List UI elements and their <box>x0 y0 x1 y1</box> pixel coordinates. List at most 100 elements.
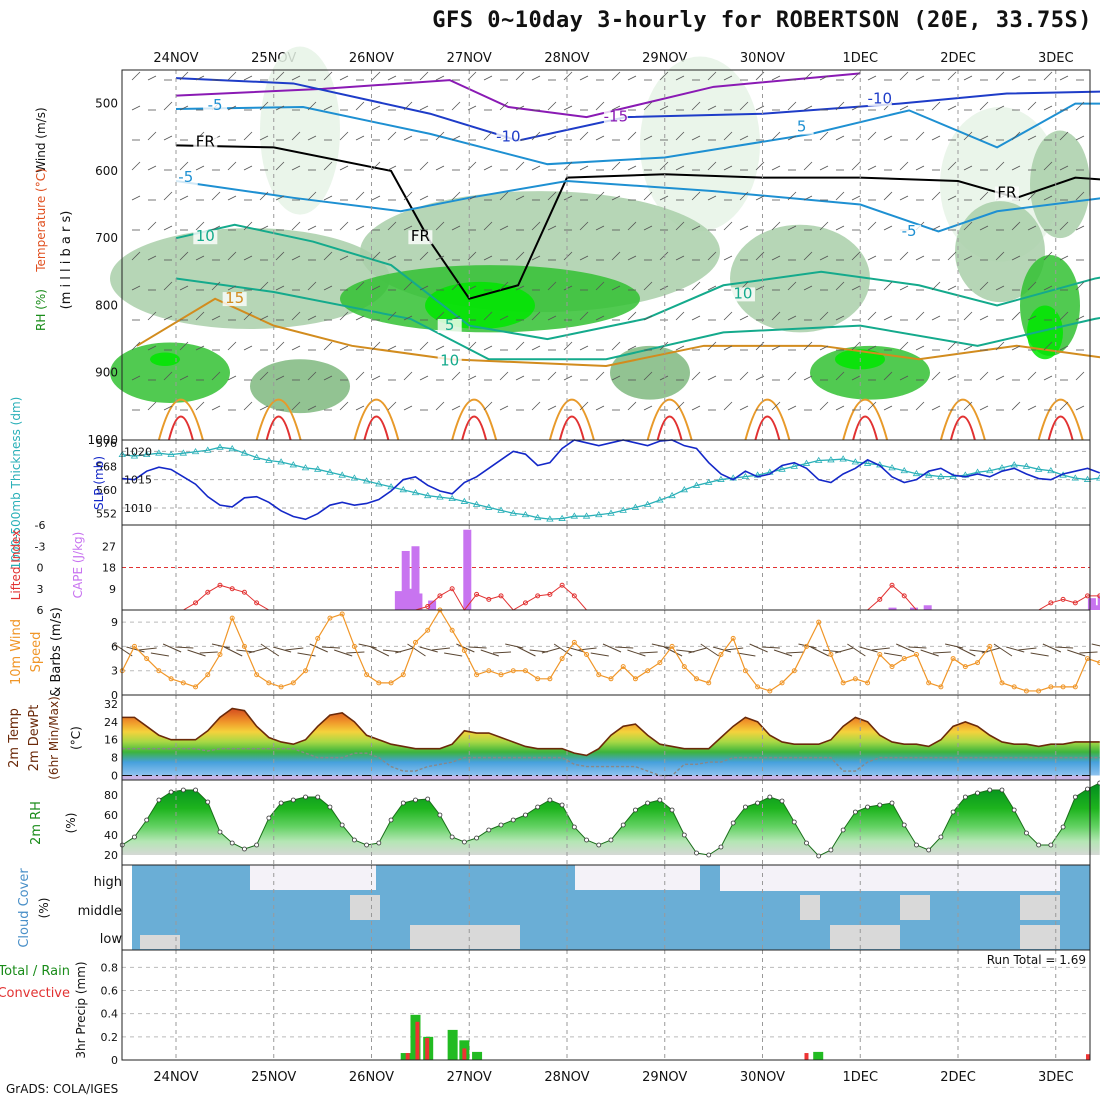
wind-barb <box>1075 191 1085 201</box>
thickness-marker <box>191 447 200 455</box>
wind-barb <box>803 105 813 111</box>
wind-barb <box>307 191 317 201</box>
bottom-date-axis: 24NOV 25NOV 26NOV 27NOV 28NOV 29NOV 30NOV 1DEC 2… <box>153 1070 1073 1085</box>
wind-barb <box>131 71 141 81</box>
wind-barb <box>517 646 536 657</box>
wind-barb <box>883 315 893 321</box>
wind-barb <box>773 649 793 657</box>
rh-marker <box>694 850 699 856</box>
cape-bar <box>1092 605 1100 610</box>
wind-barb <box>435 221 445 231</box>
thickness-marker <box>142 450 151 458</box>
thickness-marker <box>656 496 664 503</box>
wind-barb <box>547 135 557 141</box>
wind-barb <box>707 375 717 381</box>
thickness-marker <box>509 509 517 516</box>
rh-marker <box>608 837 614 843</box>
wind-barb <box>272 646 292 653</box>
thickness-marker <box>167 450 175 458</box>
wind-barb <box>611 105 621 111</box>
wind-barb <box>499 405 509 411</box>
wind-barb <box>547 191 557 201</box>
wind-barb <box>467 251 477 261</box>
clear-sky-region <box>800 895 820 920</box>
rh-marker <box>351 837 357 843</box>
wind-barb <box>483 311 493 321</box>
wind-barb <box>483 165 493 171</box>
lifted-tick-label: -3 <box>35 540 46 553</box>
contour-label: 10 <box>733 284 752 302</box>
wind-barb <box>435 75 445 81</box>
rh-marker <box>742 804 748 810</box>
pressure-tick-label: 600 <box>95 164 118 178</box>
wind-speed-marker <box>327 615 333 621</box>
wind-barb <box>199 651 218 654</box>
wind-barb <box>529 649 548 653</box>
wind-barb <box>579 401 589 411</box>
rh-marker <box>706 852 712 858</box>
lifted-tick-label: 0 <box>37 562 44 575</box>
wind-barb <box>691 371 701 381</box>
rh-marker <box>1085 786 1090 792</box>
wind-barb <box>259 225 269 231</box>
wind-barb <box>419 646 438 653</box>
wind-barb <box>819 401 829 411</box>
contour-label: 5 <box>797 118 807 136</box>
wind-speed-marker <box>1060 684 1066 690</box>
wind-barb <box>739 135 749 141</box>
pressure-panel: 576 568 560 552 1020 1015 1010 <box>96 437 1100 526</box>
wind-axis-label-2: Speed <box>29 632 44 673</box>
rh-marker <box>779 798 785 804</box>
wind-barb <box>1043 251 1053 261</box>
wind-barb <box>451 191 461 201</box>
upper-air-panel: -15 -10 -10 -5 -5 -5 5 FR FR FR 10 10 10 5 15 500 600 700… <box>87 46 1100 447</box>
wind-barb <box>595 135 605 141</box>
rh-marker <box>767 794 773 800</box>
isotherm-line <box>363 415 390 441</box>
rh-marker <box>584 837 589 843</box>
wind-barb <box>435 311 445 321</box>
wind-barb <box>867 401 877 411</box>
wind-barb <box>643 405 653 411</box>
wind-barb <box>179 195 189 201</box>
wind-barb <box>659 375 669 381</box>
rh-tick-label: 60 <box>104 809 118 822</box>
wind-barb <box>248 647 267 654</box>
run-total: Run Total = 1.69 <box>987 953 1086 967</box>
cape-bar <box>401 550 410 610</box>
wind-barb <box>700 643 720 657</box>
wind-barb <box>195 75 205 81</box>
wind-barb <box>515 195 525 201</box>
lifted-index-marker <box>522 600 528 606</box>
isotherm-line <box>949 415 976 441</box>
wind-barb <box>819 345 829 351</box>
rh-marker <box>828 847 834 853</box>
contour-label-background <box>408 230 433 245</box>
wind-barb <box>643 101 653 111</box>
wind-barb <box>307 281 317 291</box>
thickness-marker <box>423 491 432 499</box>
wind-barb <box>505 643 524 649</box>
rh-marker <box>987 787 993 793</box>
wind-barb <box>963 311 973 321</box>
wind-barb <box>771 221 781 231</box>
thickness-marker <box>497 506 505 513</box>
rh-marker <box>889 800 895 806</box>
date-tick-label: 2DEC <box>940 1070 976 1085</box>
wind-barb <box>499 101 509 111</box>
total-precip-bar <box>447 1029 458 1060</box>
wind-speed-marker <box>975 660 981 666</box>
wind-barb <box>819 131 829 141</box>
wind-barb <box>1059 221 1069 231</box>
wind-barb <box>419 71 429 81</box>
wind-barb <box>358 643 377 649</box>
date-tick-label: 24NOV <box>153 1070 198 1085</box>
rh-marker <box>1072 794 1078 800</box>
rh-marker <box>681 832 687 838</box>
wind-barb <box>947 341 957 351</box>
rh-marker <box>449 834 455 840</box>
rh-marker <box>315 794 321 800</box>
thickness-marker <box>839 455 847 462</box>
date-tick-label: 2DEC <box>940 51 976 66</box>
wind-barb <box>947 285 957 291</box>
